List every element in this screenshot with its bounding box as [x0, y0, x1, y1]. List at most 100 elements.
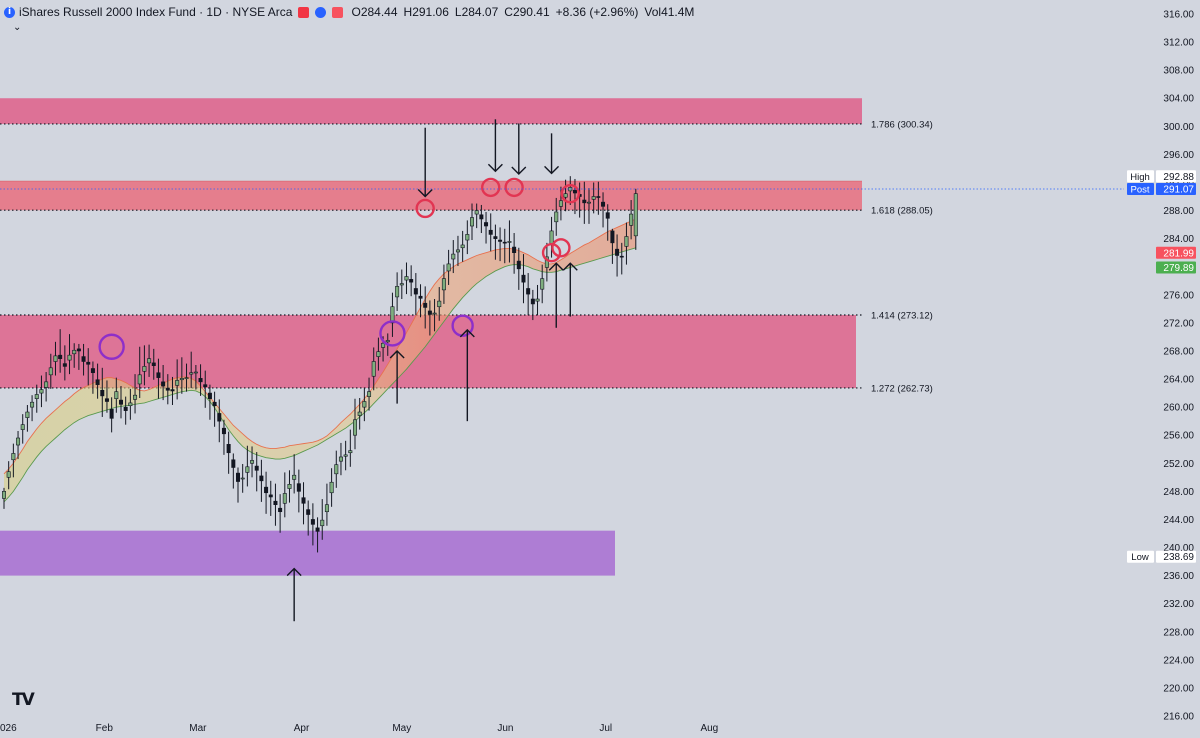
candle-body [535, 298, 540, 302]
candle-body [48, 367, 53, 376]
candle-body [320, 519, 325, 527]
chevron-down-icon[interactable]: ⌄ [13, 22, 22, 33]
candle-body [268, 494, 273, 498]
arrow-head [562, 262, 578, 271]
candle-body [418, 295, 423, 299]
arrow-head [459, 328, 475, 338]
candle-body [296, 483, 301, 492]
candle-body [128, 402, 133, 407]
legend-row: i iShares Russell 2000 Index Fund · 1D ·… [4, 5, 700, 19]
arrow-head [487, 163, 503, 173]
price-tick-label: 300.00 [1163, 122, 1194, 133]
candle-body [572, 189, 577, 194]
candle-body [324, 504, 329, 513]
candle-body [76, 348, 81, 352]
candle-body [423, 302, 428, 308]
arrow-head [417, 189, 433, 198]
price-tag-value: 291.07 [1163, 185, 1194, 196]
price-tag-name-bg [1127, 170, 1154, 183]
candle-body [395, 286, 400, 298]
ohlc-key: C [504, 5, 513, 19]
zone-band [0, 98, 862, 124]
price-tag-name: Post [1130, 185, 1149, 196]
candle-body [301, 497, 306, 504]
candle-body [137, 374, 142, 385]
candle-body [175, 380, 180, 386]
candle-body [338, 456, 343, 462]
candle-body [142, 366, 147, 372]
price-tick-label: 304.00 [1163, 94, 1194, 105]
candle-body [245, 466, 250, 473]
highlight-circle [541, 242, 562, 263]
ohlc-value: 291.06 [412, 5, 449, 19]
candle-body [58, 354, 63, 359]
candle-body [165, 387, 170, 391]
price-tag-value-bg [1156, 261, 1196, 274]
candle-body [474, 210, 479, 215]
candle-body [109, 408, 114, 419]
arrow-head [286, 567, 302, 577]
highlight-circle [504, 177, 524, 198]
candle-body [390, 306, 395, 324]
candle-body [367, 391, 372, 397]
candle-body [493, 236, 498, 239]
price-axis [1124, 0, 1200, 738]
ohlc-key: Vol [644, 5, 662, 19]
symbol-title[interactable]: iShares Russell 2000 Index Fund · 1D · N… [19, 5, 293, 19]
highlight-circle [415, 198, 435, 219]
candle-body [39, 389, 44, 394]
candle-body [250, 460, 255, 464]
candle-body [610, 230, 615, 244]
candle-body [479, 214, 484, 220]
candle-body [287, 484, 292, 489]
candle-body [544, 256, 549, 268]
price-tag-name: Low [1131, 552, 1149, 563]
dividend-icon [332, 6, 344, 18]
candle-body [212, 401, 217, 407]
candle-body [432, 312, 437, 315]
highlight-circle [98, 333, 125, 360]
candle-body [451, 253, 456, 260]
candle-body [507, 241, 512, 243]
candle-body [179, 378, 184, 381]
candle-body [104, 398, 109, 402]
info-icon[interactable]: i [4, 6, 15, 18]
candle-body [67, 354, 72, 361]
price-tag-value: 281.99 [1163, 248, 1194, 259]
highlight-circle [551, 238, 571, 258]
candle-body [198, 378, 203, 383]
candle-body [413, 288, 418, 295]
candle-body [53, 355, 58, 362]
cloud-upper-line [3, 218, 636, 475]
candle-body [161, 381, 166, 387]
price-tick-label: 296.00 [1163, 150, 1194, 161]
candle-body [240, 477, 245, 480]
tradingview-logo: TV [12, 690, 35, 710]
ohlc-values: O284.44 H291.06 L284.07 C290.41 +8.36 (+2.96… [351, 5, 700, 19]
price-tag-value: 279.89 [1163, 263, 1194, 274]
candle-body [62, 363, 67, 367]
candle-body [629, 213, 634, 226]
price-tick-label: 224.00 [1163, 655, 1194, 666]
ohlc-key: H [403, 5, 413, 19]
candle-body [226, 444, 231, 454]
candle-body [236, 472, 241, 482]
candle-body [72, 349, 77, 355]
candles-group [1, 176, 638, 553]
arrow-head [544, 165, 560, 175]
price-tag-value: 238.69 [1163, 552, 1194, 563]
arrow-head [389, 349, 405, 359]
candle-body [371, 361, 376, 377]
ohlc-key: O [351, 5, 361, 19]
moon-session-icon [315, 6, 327, 18]
price-tick-label: 312.00 [1163, 38, 1194, 49]
candle-body [516, 260, 521, 270]
candle-body [362, 401, 367, 408]
candle-body [460, 244, 465, 249]
candle-body [521, 274, 526, 283]
price-tick-label: 308.00 [1163, 66, 1194, 77]
candle-body [596, 196, 601, 198]
highlight-circle [379, 320, 406, 347]
